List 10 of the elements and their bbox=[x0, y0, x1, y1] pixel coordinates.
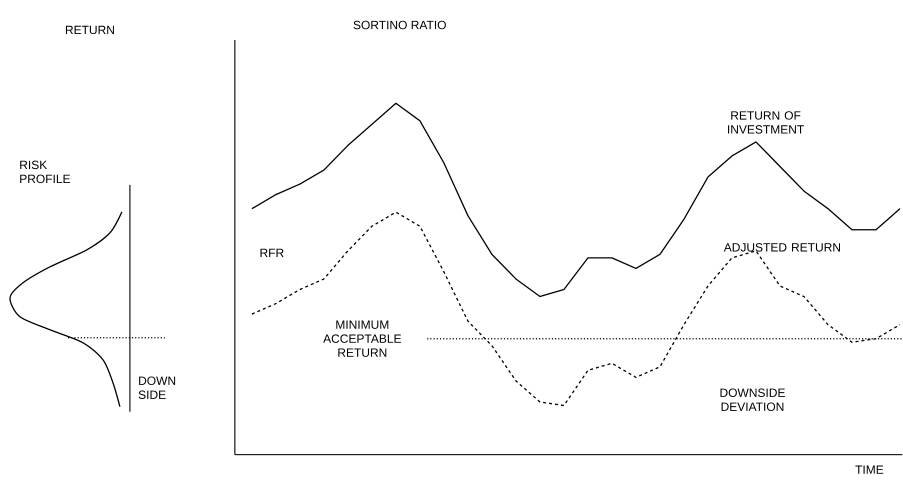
chart-title: SORTINO RATIO bbox=[354, 20, 446, 30]
text: RISK PROFILE bbox=[20, 160, 70, 184]
annotation: RFR bbox=[260, 248, 284, 258]
annotation: DOWNSIDE DEVIATION bbox=[720, 388, 785, 412]
ref-line-label: MINIMUM ACCEPTABLE RETURN bbox=[323, 320, 401, 358]
series-label: ADJUSTED RETURN bbox=[724, 243, 840, 252]
text: DOWN SIDE bbox=[138, 376, 176, 400]
text: RETURN bbox=[66, 26, 114, 34]
series-label: RETURN OF INVESTMENT bbox=[728, 111, 804, 134]
x-axis-title: TIME bbox=[855, 466, 884, 474]
